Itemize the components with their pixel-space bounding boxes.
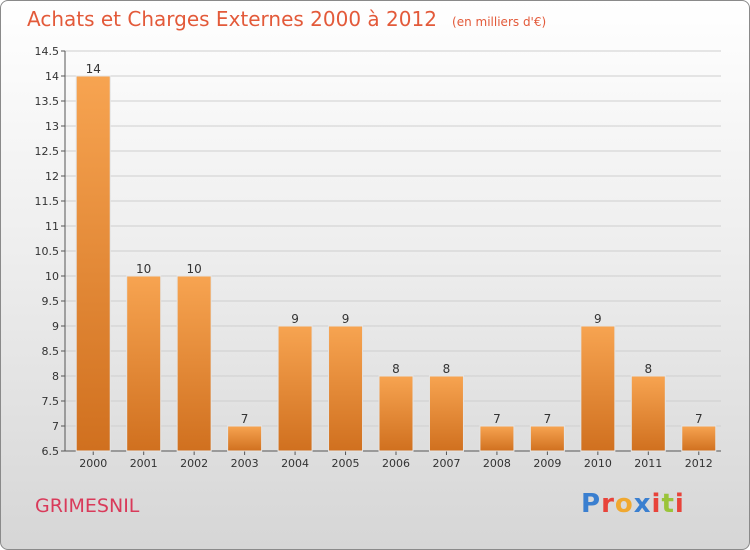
bar <box>126 275 162 452</box>
bar <box>681 425 717 452</box>
y-tick-label: 13 <box>45 120 59 133</box>
bars <box>75 75 717 452</box>
bar-value-label: 9 <box>291 312 299 326</box>
y-tick-label: 13.5 <box>35 95 60 108</box>
bar-value-label: 9 <box>342 312 350 326</box>
bar-value-label: 7 <box>695 412 703 426</box>
logo-letter: x <box>633 489 652 519</box>
y-tick-label: 10 <box>45 270 59 283</box>
x-tick-label: 2003 <box>231 457 259 470</box>
bar <box>428 375 464 452</box>
x-tick-label: 2007 <box>432 457 460 470</box>
y-tick-label: 12 <box>45 170 59 183</box>
x-tick-label: 2004 <box>281 457 309 470</box>
x-tick-label: 2010 <box>584 457 612 470</box>
bar <box>328 325 364 452</box>
x-tick-label: 2002 <box>180 457 208 470</box>
x-tick-label: 2001 <box>130 457 158 470</box>
x-tick-label: 2012 <box>685 457 713 470</box>
logo-letter: r <box>601 489 615 519</box>
bar <box>75 75 111 452</box>
bar-value-label: 10 <box>136 262 151 276</box>
x-tick-label: 2011 <box>634 457 662 470</box>
y-tick-label: 10.5 <box>35 245 60 258</box>
bar <box>378 375 414 452</box>
proxiti-logo: Proxiti <box>581 489 685 519</box>
bar <box>529 425 565 452</box>
logo-letter: t <box>661 489 675 519</box>
bar-value-label: 8 <box>644 362 652 376</box>
bar <box>176 275 212 452</box>
chart-title: Achats et Charges Externes 2000 à 2012 <box>27 7 437 31</box>
title-row: Achats et Charges Externes 2000 à 2012 (… <box>27 7 546 31</box>
logo-letter: i <box>674 489 685 519</box>
x-tick-label: 2005 <box>332 457 360 470</box>
y-tick-label: 8 <box>52 370 59 383</box>
y-tick-label: 14.5 <box>35 45 60 58</box>
x-tick-label: 2006 <box>382 457 410 470</box>
logo-letter: i <box>651 489 662 519</box>
y-tick-label: 7 <box>52 420 59 433</box>
y-tick-label: 12.5 <box>35 145 60 158</box>
logo-letter: P <box>581 489 602 519</box>
y-tick-label: 14 <box>45 70 59 83</box>
bar-value-label: 14 <box>86 62 101 76</box>
y-tick-label: 9 <box>52 320 59 333</box>
bar-value-label: 10 <box>187 262 202 276</box>
y-tick-label: 8.5 <box>42 345 60 358</box>
logo-letter: o <box>614 489 634 519</box>
data-labels: 14 10 10 7 9 9 8 8 7 7 9 8 7 <box>86 62 703 426</box>
y-tick-label: 7.5 <box>42 395 60 408</box>
bar <box>227 425 263 452</box>
y-tick-label: 6.5 <box>42 445 60 458</box>
bar-value-label: 9 <box>594 312 602 326</box>
bar-value-label: 7 <box>493 412 501 426</box>
bar <box>630 375 666 452</box>
y-tick-label: 11.5 <box>35 195 60 208</box>
grid-lines <box>65 50 721 452</box>
y-tick-label: 11 <box>45 220 59 233</box>
x-tick-label: 2008 <box>483 457 511 470</box>
commune-name: GRIMESNIL <box>35 495 140 517</box>
bar-value-label: 8 <box>443 362 451 376</box>
bar <box>277 325 313 452</box>
x-tick-label: 2000 <box>79 457 107 470</box>
bar-value-label: 8 <box>392 362 400 376</box>
x-tick-label: 2009 <box>533 457 561 470</box>
y-tick-label: 9.5 <box>42 295 60 308</box>
bar-value-label: 7 <box>544 412 552 426</box>
chart-unit: (en milliers d'€) <box>452 15 547 29</box>
bar-value-label: 7 <box>241 412 249 426</box>
bar <box>580 325 616 452</box>
bar <box>479 425 515 452</box>
